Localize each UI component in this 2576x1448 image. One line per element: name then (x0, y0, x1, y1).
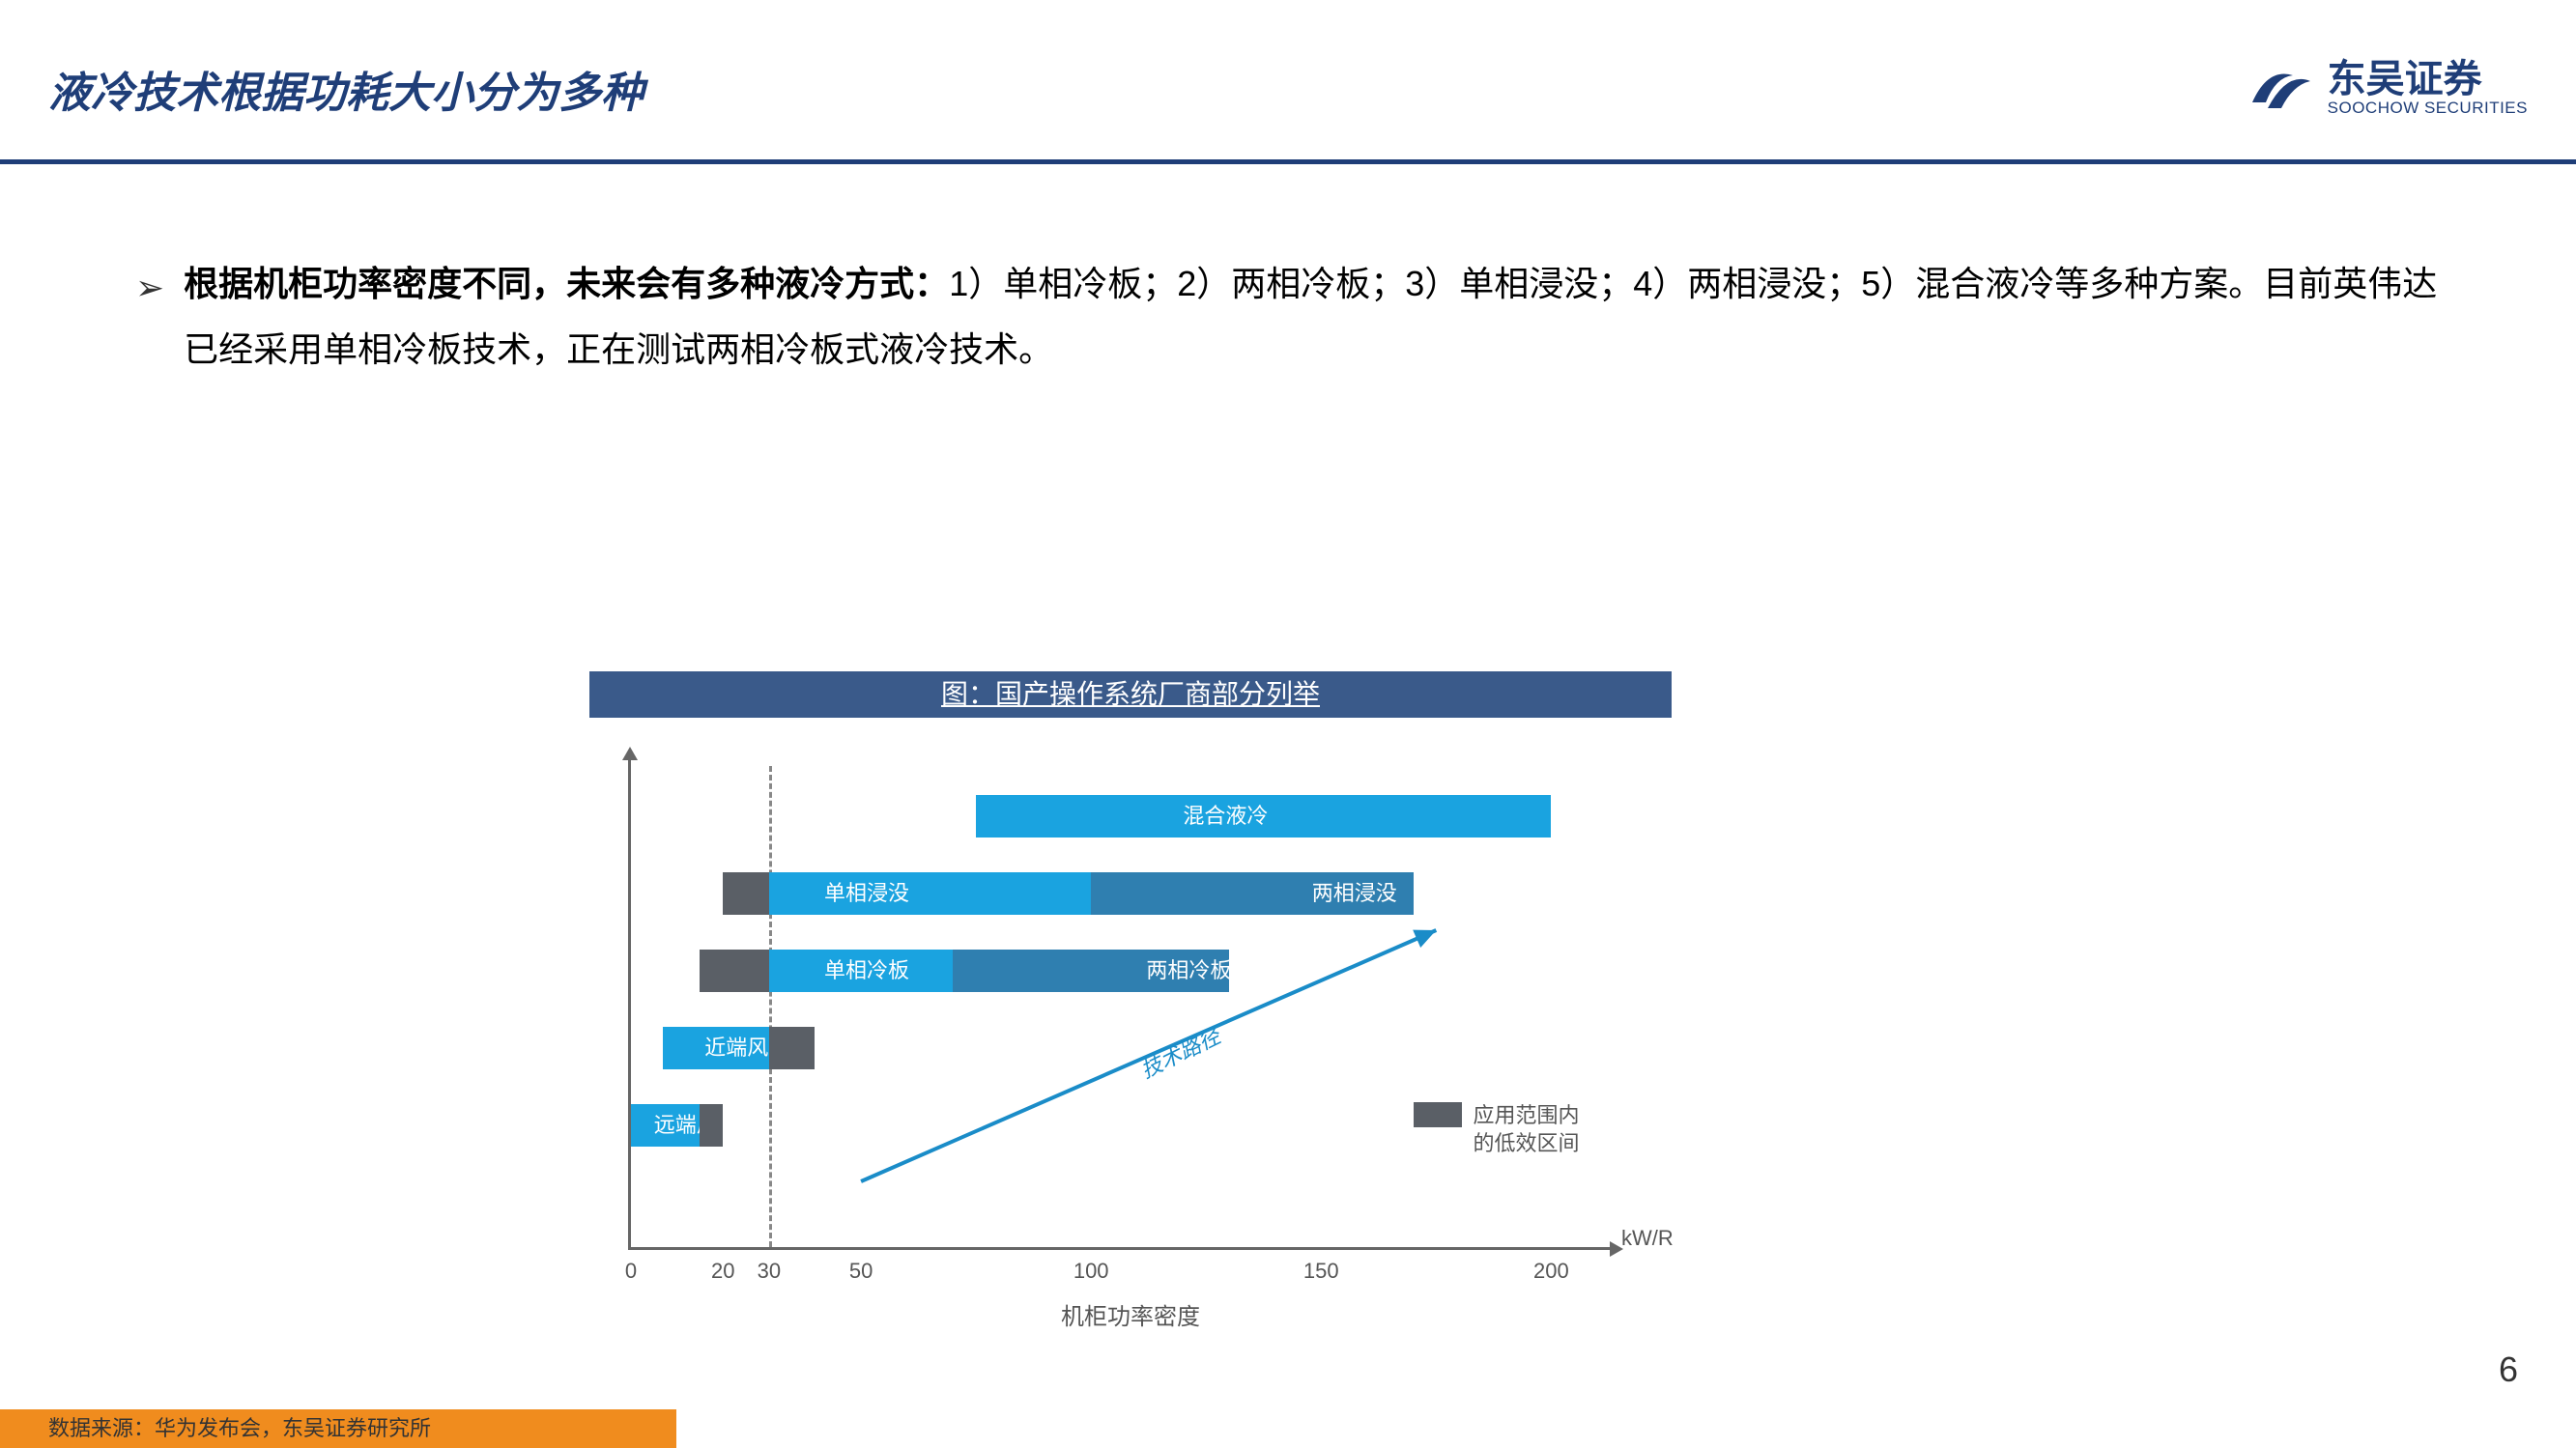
x-tick-label: 50 (849, 1259, 873, 1284)
chart-container: 图：国产操作系统厂商部分列举 kW/R 机柜功率密度 0 20 30 50 100 150… (589, 671, 1672, 1346)
header-divider (0, 159, 2576, 164)
threshold-dashed-line (769, 766, 772, 1247)
x-tick-label: 20 (711, 1259, 734, 1284)
legend-swatch (1414, 1102, 1462, 1127)
bar-label: 两相冷板 (1146, 950, 1231, 992)
bar-segment (723, 872, 769, 915)
bar-segment (700, 1104, 723, 1147)
bullet-marker: ➢ (135, 251, 164, 383)
slide-header: 液冷技术根据功耗大小分为多种 东吴证券 SOOCHOW SECURITIES (48, 58, 2528, 120)
bullet-text: 根据机柜功率密度不同，未来会有多种液冷方式：1）单相冷板；2）两相冷板；3）单相… (184, 251, 2441, 383)
x-tick-label: 100 (1073, 1259, 1109, 1284)
legend-text: 应用范围内的低效区间 (1474, 1102, 1580, 1157)
legend: 应用范围内的低效区间 (1414, 1102, 1580, 1157)
bar-label: 混合液冷 (1183, 795, 1268, 838)
bar-segment (769, 1027, 816, 1069)
bar-segment (769, 872, 1091, 915)
bar-label: 两相浸没 (1312, 872, 1397, 915)
bar-label: 单相浸没 (824, 872, 909, 915)
trend-label: 技术路径 (1134, 1019, 1224, 1084)
page-number: 6 (2499, 1349, 2518, 1390)
x-tick-label: 150 (1303, 1259, 1339, 1284)
y-axis-arrow (622, 747, 638, 760)
logo-text-cn: 东吴证券 (2328, 60, 2528, 99)
logo-text-en: SOOCHOW SECURITIES (2328, 99, 2528, 118)
page-title: 液冷技术根据功耗大小分为多种 (48, 58, 644, 120)
x-axis (628, 1247, 1614, 1250)
bar-segment (700, 950, 768, 992)
body-text: ➢ 根据机柜功率密度不同，未来会有多种液冷方式：1）单相冷板；2）两相冷板；3）… (135, 251, 2441, 383)
soochow-logo-icon (2247, 62, 2314, 116)
chart-plot-area: kW/R 机柜功率密度 0 20 30 50 100 150 200 混合液冷单相浸没 两相浸没… (589, 737, 1672, 1346)
brand-logo: 东吴证券 SOOCHOW SECURITIES (2247, 60, 2528, 118)
bar-label: 远端风冷 (654, 1104, 739, 1147)
y-axis (628, 756, 631, 1249)
bar-label: 单相冷板 (824, 950, 909, 992)
x-axis-caption: 机柜功率密度 (1061, 1297, 1200, 1331)
x-tick-label: 30 (758, 1259, 781, 1284)
x-tick-label: 0 (625, 1259, 637, 1284)
footer-source: 数据来源：华为发布会，东吴证券研究所 (0, 1409, 676, 1448)
x-tick-label: 200 (1533, 1259, 1569, 1284)
bullet-bold: 根据机柜功率密度不同，未来会有多种液冷方式： (184, 264, 949, 303)
chart-title: 图：国产操作系统厂商部分列举 (589, 671, 1672, 718)
x-axis-unit: kW/R (1621, 1226, 1674, 1251)
